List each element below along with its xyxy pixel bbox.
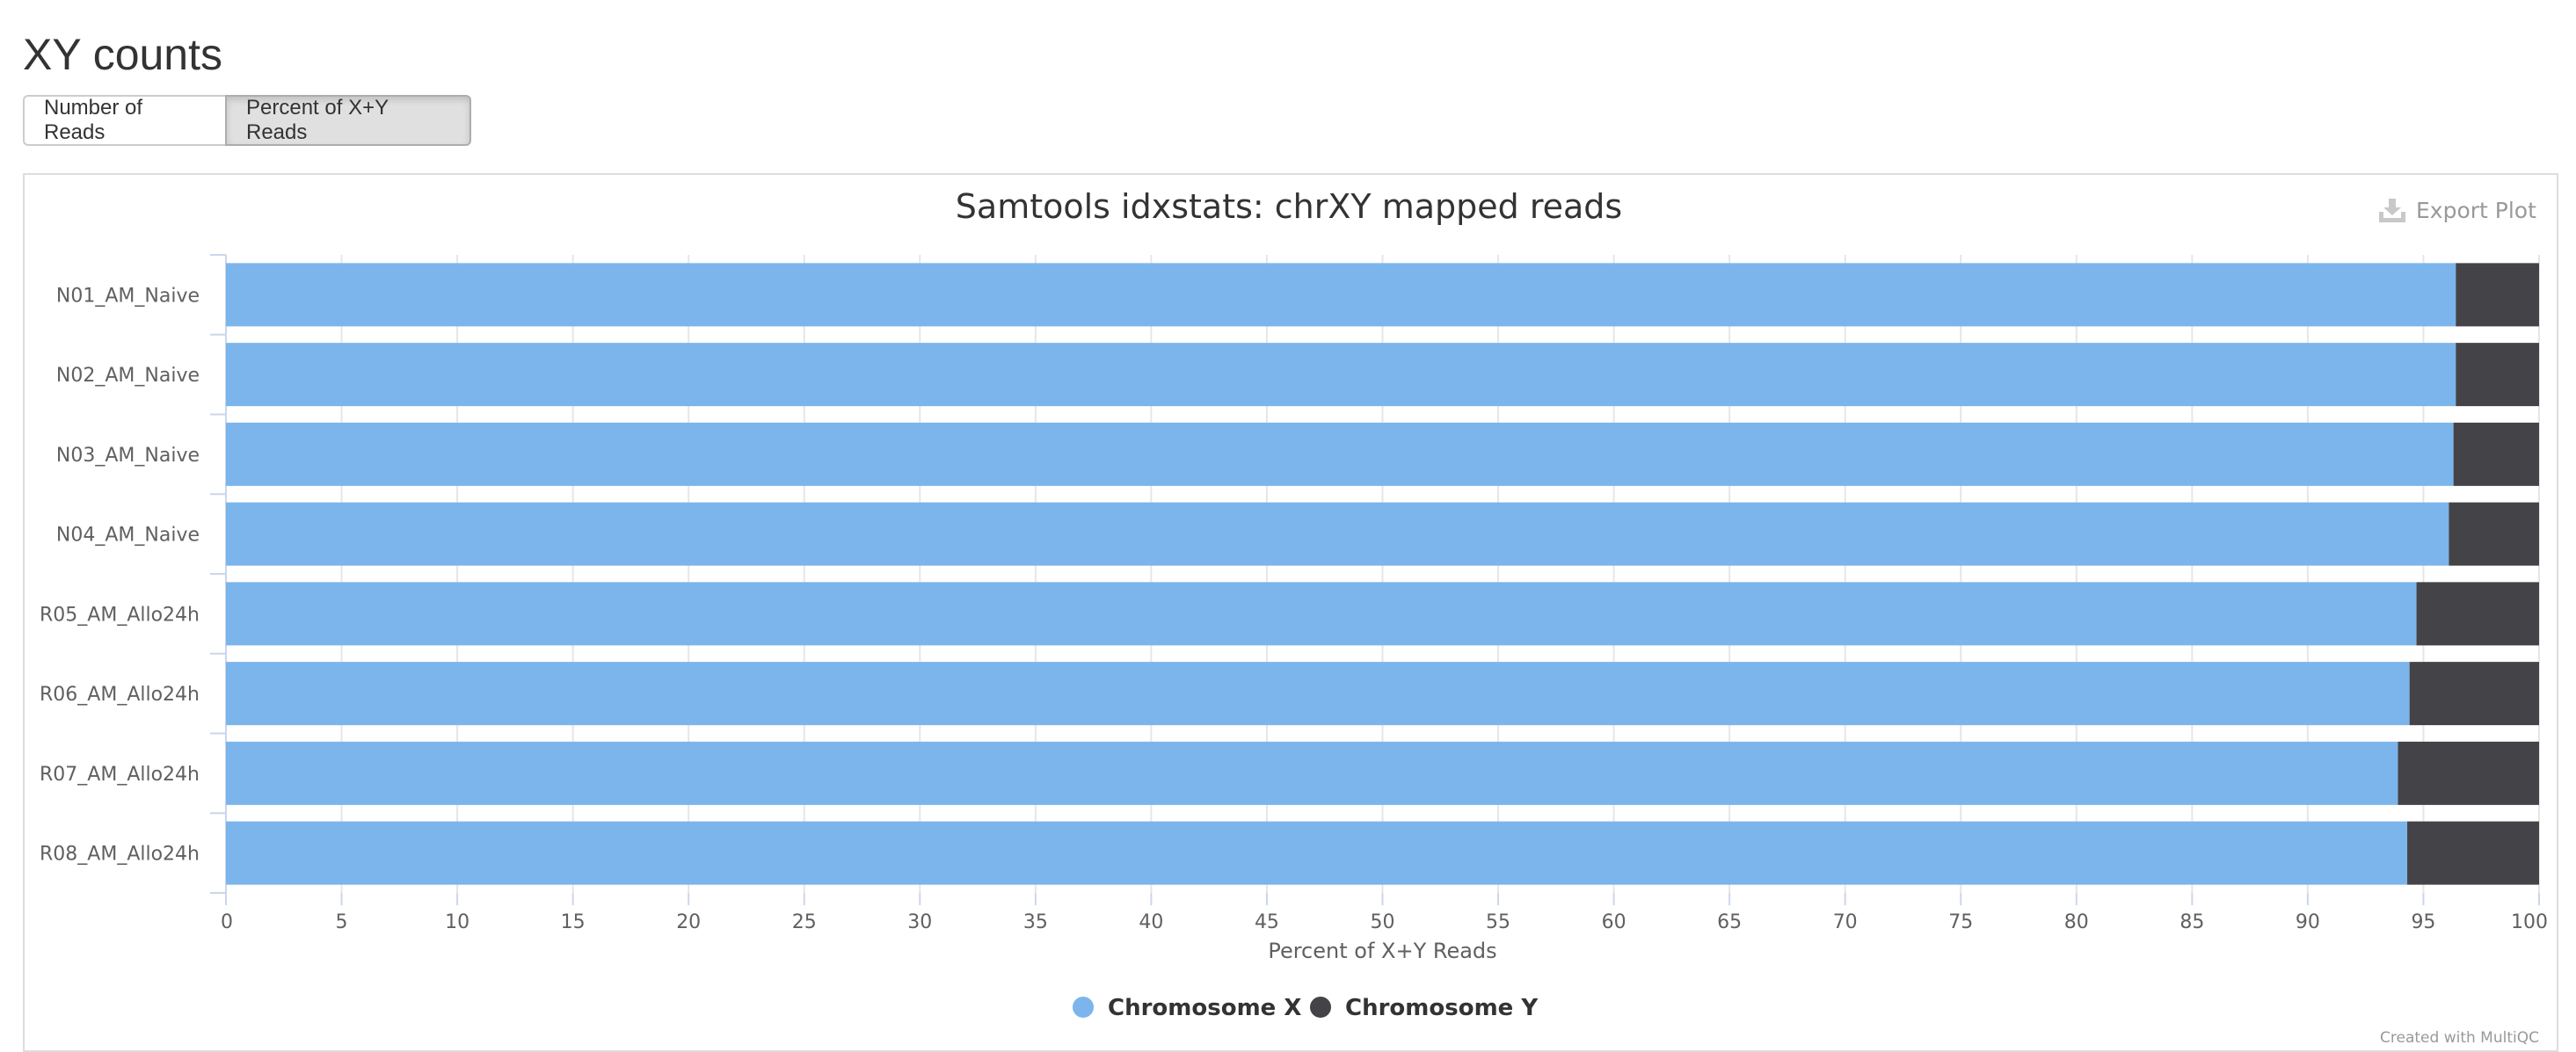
- tick-label: 65: [1717, 911, 1742, 933]
- bar-chromosome-y: [2456, 263, 2539, 327]
- credit-text: Created with MultiQC: [2380, 1029, 2539, 1044]
- tick-label: 15: [561, 911, 586, 933]
- legend-marker-chromosome-x: [1073, 997, 1094, 1018]
- bar-chromosome-x: [226, 821, 2408, 885]
- tick-label: 40: [1139, 911, 1163, 933]
- tick-label: 0: [221, 911, 233, 933]
- tick-label: 75: [1948, 911, 1973, 933]
- tick-label: 50: [1371, 911, 1395, 933]
- percent-of-xy-reads-button[interactable]: Percent of X+Y Reads: [225, 95, 471, 146]
- bar-chromosome-x: [226, 263, 2456, 327]
- bar-chromosome-y: [2416, 582, 2539, 646]
- number-of-reads-button[interactable]: Number of Reads: [23, 95, 227, 146]
- bar-chromosome-x: [226, 662, 2410, 726]
- legend-label: Chromosome X: [1108, 995, 1301, 1021]
- tick-label: 20: [676, 911, 701, 933]
- tick-label: 30: [907, 911, 932, 933]
- export-plot-label: Export Plot: [2416, 197, 2536, 223]
- legend-marker-chromosome-y: [1310, 997, 1331, 1018]
- bar-chromosome-y: [2449, 502, 2539, 566]
- category-label: N03_AM_Naive: [56, 445, 200, 467]
- tick-label: 90: [2296, 911, 2320, 933]
- x-axis-title: Percent of X+Y Reads: [1268, 939, 1496, 963]
- tick-label: 10: [445, 911, 469, 933]
- bar-chromosome-x: [226, 741, 2398, 805]
- export-plot-button[interactable]: Export Plot: [2377, 197, 2536, 223]
- bar-chromosome-y: [2456, 343, 2539, 407]
- tick-label: 45: [1255, 911, 1279, 933]
- bar-chromosome-x: [226, 502, 2449, 566]
- category-label: R08_AM_Allo24h: [40, 844, 200, 866]
- tick-label: 60: [1602, 911, 1626, 933]
- bar-chromosome-y: [2453, 422, 2539, 486]
- bar-chromosome-x: [226, 422, 2454, 486]
- tick-label: 5: [336, 911, 348, 933]
- tick-label: 80: [2064, 911, 2089, 933]
- tick-label: 100: [2511, 911, 2548, 933]
- download-icon: [2379, 199, 2405, 222]
- category-label: R05_AM_Allo24h: [40, 604, 200, 626]
- chart-title: Samtools idxstats: chrXY mapped reads: [956, 187, 1622, 226]
- category-label: N02_AM_Naive: [56, 365, 200, 387]
- section-title: XY counts: [23, 30, 223, 79]
- bar-chromosome-y: [2407, 821, 2539, 885]
- bar-chromosome-y: [2398, 741, 2539, 805]
- plot-toggle-group: Number of Reads Percent of X+Y Reads: [23, 95, 471, 146]
- tick-label: 55: [1486, 911, 1510, 933]
- tick-label: 70: [1833, 911, 1858, 933]
- category-label: R06_AM_Allo24h: [40, 684, 200, 706]
- tick-label: 25: [792, 911, 817, 933]
- legend-label: Chromosome Y: [1345, 995, 1539, 1021]
- bar-chromosome-x: [226, 582, 2417, 646]
- bar-chromosome-x: [226, 343, 2456, 407]
- tick-label: 95: [2411, 911, 2435, 933]
- bar-chromosome-y: [2409, 662, 2539, 726]
- category-label: N01_AM_Naive: [56, 285, 200, 307]
- category-label: R07_AM_Allo24h: [40, 764, 200, 786]
- category-label: N04_AM_Naive: [56, 525, 200, 547]
- tick-label: 35: [1023, 911, 1048, 933]
- tick-label: 85: [2179, 911, 2204, 933]
